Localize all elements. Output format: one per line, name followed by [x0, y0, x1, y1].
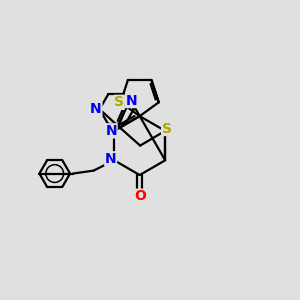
Text: O: O	[134, 189, 146, 203]
Text: N: N	[105, 152, 116, 166]
Text: N: N	[90, 102, 102, 116]
Text: S: S	[162, 122, 172, 136]
Text: N: N	[125, 94, 137, 107]
Text: S: S	[114, 95, 124, 109]
Text: N: N	[105, 124, 117, 138]
